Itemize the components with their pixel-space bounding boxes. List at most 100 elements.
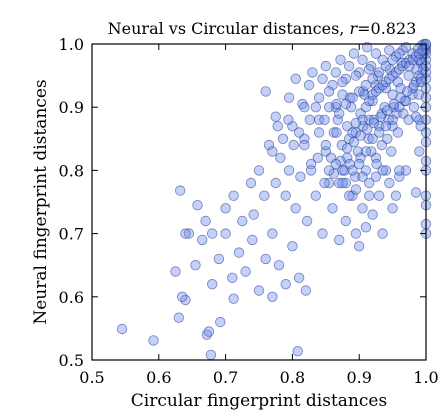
scatter-point (328, 127, 340, 138)
scatter-point (263, 139, 275, 151)
chart-title-main: Neural vs Circular distances, (108, 19, 350, 38)
scatter-point (260, 253, 271, 265)
plot-frame (91, 43, 427, 361)
scatter-point (305, 165, 317, 176)
scatter-point (270, 177, 281, 189)
scatter-point (330, 67, 342, 78)
scatter-point (332, 114, 344, 126)
scatter-point (380, 120, 392, 132)
scatter-point (360, 222, 372, 233)
scatter-point (360, 101, 372, 113)
scatter-point (362, 42, 373, 53)
scatter-point (323, 86, 335, 97)
scatter-point (371, 158, 382, 170)
y-tick-label: 0.9 (59, 98, 84, 117)
scatter-point (200, 215, 211, 227)
scatter-point (367, 73, 378, 85)
scatter-point (360, 146, 372, 157)
scatter-point (394, 165, 405, 176)
scatter-point (283, 92, 295, 103)
scatter-point (335, 54, 346, 66)
scatter-point (206, 228, 218, 239)
scatter-point (283, 114, 294, 126)
scatter-point (374, 127, 385, 138)
scatter-point (347, 92, 358, 103)
scatter-point (273, 260, 285, 271)
scatter-point (320, 60, 332, 72)
scatter-point (400, 42, 412, 53)
scatter-point (388, 98, 400, 110)
scatter-point (387, 54, 398, 66)
y-tick-label: 0.7 (59, 225, 84, 244)
scatter-point (205, 349, 217, 361)
scatter-point (323, 165, 335, 176)
scatter-point (317, 228, 328, 239)
scatter-point (312, 152, 324, 164)
scatter-point (247, 234, 258, 246)
scatter-point (331, 127, 342, 138)
x-tick-label: 0.9 (346, 368, 371, 387)
scatter-point (342, 143, 353, 154)
scatter-point (310, 101, 322, 113)
scatter-point (377, 165, 388, 176)
scatter-point (402, 86, 413, 97)
scatter-point (317, 73, 328, 85)
scatter-point (259, 190, 270, 201)
scatter-point (410, 187, 422, 198)
scatter-point (354, 240, 365, 252)
scatter-point (384, 177, 395, 189)
scatter-point (280, 190, 291, 201)
x-tick-label: 0.7 (213, 368, 238, 387)
scatter-point (237, 215, 248, 227)
scatter-point (240, 266, 251, 277)
scatter-point (414, 146, 425, 157)
x-axis-title: Circular fingerprint distances (131, 391, 387, 411)
scatter-point (277, 133, 289, 145)
scatter-point (340, 215, 352, 227)
scatter-point (340, 98, 352, 110)
scatter-point (347, 165, 358, 176)
scatter-point (320, 139, 332, 151)
points-layer (116, 38, 432, 361)
scatter-point (374, 67, 385, 78)
scatter-point (213, 253, 225, 265)
x-tick-label: 0.5 (79, 368, 104, 387)
scatter-point (293, 272, 305, 284)
scatter-point (357, 203, 368, 214)
scatter-point (364, 177, 375, 189)
scatter-point (334, 234, 345, 246)
scatter-point (300, 285, 312, 296)
scatter-point (380, 60, 392, 72)
scatter-point (387, 114, 398, 126)
scatter-point (364, 190, 375, 201)
scatter-point (290, 73, 301, 85)
scatter-point (304, 114, 316, 126)
scatter-point (303, 79, 315, 91)
y-axis-title: Neural fingerprint distances (31, 79, 51, 324)
scatter-point (206, 279, 218, 290)
scatter-point (336, 139, 348, 151)
scatter-point (337, 89, 348, 100)
scatter-point (377, 228, 388, 239)
scatter-point (228, 190, 239, 201)
scatter-point (280, 279, 291, 290)
scatter-point (366, 146, 377, 157)
scatter-point (319, 114, 330, 126)
scatter-point (327, 203, 338, 214)
ticks-layer: 0.5 0.6 0.7 0.8 0.9 1.0 0.5 0.6 0.7 0.8 0.9 1.0 (59, 35, 439, 387)
scatter-point (260, 86, 271, 97)
scatter-point (267, 228, 278, 239)
scatter-point (313, 127, 325, 138)
scatter-point (227, 272, 238, 284)
scatter-point (319, 177, 330, 189)
scatter-point (275, 152, 286, 164)
scatter-point (173, 312, 185, 323)
scatter-point (390, 190, 402, 201)
scatter-point (267, 291, 278, 303)
scatter-point (295, 171, 306, 182)
x-tick-label: 1.0 (413, 368, 438, 387)
scatter-point (183, 228, 195, 239)
scatter-point (386, 146, 397, 157)
scatter-point (380, 165, 392, 176)
scatter-point (215, 316, 226, 328)
